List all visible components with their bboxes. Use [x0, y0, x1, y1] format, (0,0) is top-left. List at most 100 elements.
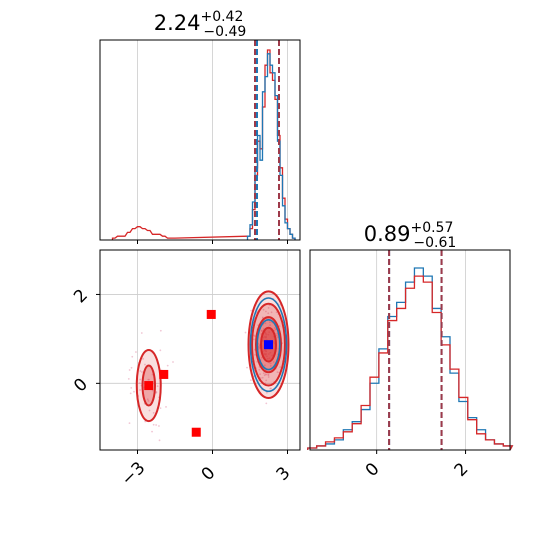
tick-label: −3 — [118, 458, 150, 490]
scatter-point — [252, 338, 255, 341]
scatter-point — [131, 355, 134, 358]
scatter-point — [135, 351, 137, 353]
scatter-point — [261, 339, 264, 342]
hist-red — [307, 275, 514, 451]
scatter-point — [146, 398, 149, 401]
tick-label: 3 — [273, 463, 295, 485]
axes-frame — [99, 39, 301, 241]
scatter-point — [268, 331, 271, 334]
scatter-point — [130, 366, 133, 369]
scatter-point — [270, 387, 272, 390]
scatter-point — [265, 355, 268, 358]
param1-title: 2.24+0.42 −0.49 — [154, 9, 247, 40]
contour-blue — [249, 297, 288, 393]
hist-series — [111, 49, 296, 240]
tick-label: 0 — [70, 374, 92, 396]
scatter-point — [265, 391, 268, 394]
scatter-point — [258, 345, 261, 347]
scatter-point — [259, 373, 261, 376]
scatter-point — [250, 309, 253, 312]
scatter-point — [147, 399, 150, 402]
scatter-point — [261, 376, 264, 379]
hist-red — [111, 49, 296, 240]
scatter-point — [265, 333, 268, 336]
marker-red — [144, 381, 154, 391]
scatter-point — [246, 366, 248, 369]
scatter-point — [129, 392, 132, 395]
scatter-point — [144, 363, 146, 366]
scatter-point — [140, 332, 143, 334]
scatter-point — [148, 409, 151, 412]
grid-lines — [376, 250, 466, 450]
scatter-point — [264, 322, 267, 325]
scatter-point — [158, 425, 160, 427]
scatter-point — [139, 389, 141, 391]
scatter-point — [158, 439, 161, 442]
scatter-point — [139, 370, 142, 372]
scatter-point — [268, 357, 271, 360]
scatter-point — [159, 407, 162, 410]
scatter-point — [147, 378, 150, 381]
scatter-point — [264, 373, 267, 376]
tick-label: 0 — [198, 463, 220, 485]
scatter-point — [152, 411, 155, 414]
scatter-point — [141, 371, 143, 373]
scatter-point — [267, 374, 270, 376]
scatter-point — [128, 422, 131, 425]
scatter-point — [261, 330, 263, 332]
hist-series — [307, 267, 514, 451]
scatter-point — [267, 353, 270, 355]
scatter-point — [165, 406, 167, 408]
scatter-point — [133, 390, 135, 393]
param2-title-plus: +0.57 — [410, 220, 453, 236]
scatter-point — [155, 424, 158, 426]
scatter-point — [139, 378, 142, 381]
scatter-point — [142, 357, 144, 360]
scatter-point — [265, 335, 268, 338]
scatter-point — [267, 312, 270, 315]
quantile-lines — [254, 40, 280, 240]
scatter-point — [156, 385, 159, 388]
grid-lines — [137, 40, 288, 240]
scatter-point — [269, 324, 272, 327]
scatter-point — [264, 310, 267, 313]
scatter-point — [272, 341, 275, 343]
scatter-point — [265, 379, 268, 382]
x-ticks — [137, 240, 288, 244]
scatter-point — [262, 336, 265, 339]
scatter-point — [172, 361, 174, 363]
scatter-point — [138, 382, 141, 384]
y-ticks: 02 — [70, 286, 100, 396]
scatter-point — [151, 430, 153, 433]
scatter-point — [269, 321, 271, 324]
param1-title-plus: +0.42 — [200, 9, 243, 25]
tick-label: 0 — [362, 459, 384, 481]
scatter-point — [271, 354, 274, 357]
scatter-point — [257, 347, 260, 350]
scatter-point — [267, 376, 270, 378]
hist-blue — [307, 267, 514, 451]
scatter-point — [130, 386, 133, 389]
scatter-point — [128, 369, 131, 371]
marker-points — [144, 309, 273, 437]
axes-frame — [99, 249, 301, 451]
axes-frame — [309, 249, 511, 451]
scatter-point — [244, 331, 247, 334]
scatter-point — [155, 391, 158, 394]
scatter-point — [267, 306, 270, 309]
marker-red — [206, 309, 216, 319]
scatter-point — [259, 377, 262, 379]
scatter-point — [151, 389, 154, 392]
scatter-point — [278, 325, 281, 328]
scatter-point — [275, 334, 278, 337]
scatter-point — [261, 316, 264, 319]
param2-title-value: 0.89 — [364, 222, 411, 246]
tick-label: 2 — [70, 286, 92, 308]
scatter-point — [159, 349, 162, 352]
scatter-point — [266, 357, 269, 360]
scatter-point — [264, 364, 266, 367]
scatter-point — [275, 311, 278, 314]
